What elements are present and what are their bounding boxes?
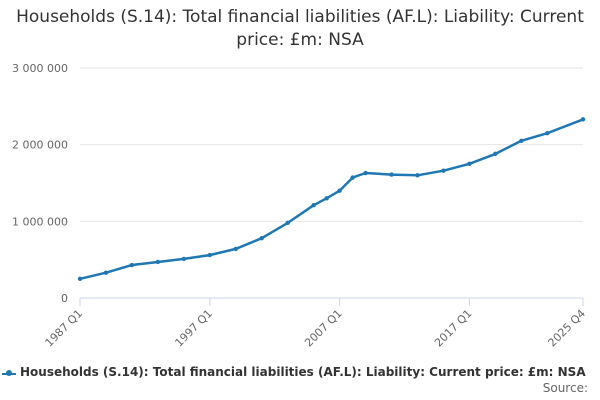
data-point [155, 259, 161, 265]
series-group [77, 117, 586, 282]
data-point [77, 276, 83, 282]
y-tick-label: 1 000 000 [12, 215, 68, 228]
data-point [441, 168, 446, 173]
y-tick-label: 0 [61, 292, 68, 305]
legend-label: Households (S.14): Total financial liabi… [20, 365, 586, 379]
data-point [233, 246, 238, 252]
x-tick-label: 2007 Q1 [302, 307, 345, 350]
data-point [285, 220, 290, 226]
data-point [350, 175, 355, 180]
data-point [103, 270, 109, 275]
x-tick-label: 2017 Q1 [432, 307, 475, 350]
x-tick-label: 2025 Q4 [546, 307, 589, 350]
series-line [78, 118, 585, 281]
data-point [337, 188, 342, 193]
legend[interactable]: Households (S.14): Total financial liabi… [0, 364, 600, 384]
data-point [181, 256, 187, 262]
data-point [415, 173, 420, 178]
legend-dot-marker [6, 370, 12, 376]
data-point [363, 170, 368, 176]
data-point [259, 236, 264, 241]
data-point [519, 138, 524, 144]
x-tick-label: 1987 Q1 [43, 307, 86, 350]
data-point [129, 262, 135, 268]
y-tick-label: 3 000 000 [12, 62, 68, 75]
chart-title: Households (S.14): Total financial liabi… [16, 7, 584, 50]
data-point [324, 196, 329, 201]
data-point [467, 161, 472, 167]
data-point [545, 130, 550, 136]
data-point [493, 151, 498, 157]
data-point [389, 172, 394, 177]
source-label: Source: [542, 381, 588, 395]
x-axis: 1987 Q1 1997 Q1 2007 Q1 2017 Q1 2025 Q4 [43, 297, 589, 350]
data-point [311, 203, 316, 208]
y-tick-label: 2 000 000 [12, 139, 68, 152]
x-tick-label: 1997 Q1 [172, 307, 215, 350]
data-point [207, 252, 213, 258]
data-point [580, 117, 586, 122]
y-axis-ticks: 0 1 000 000 2 000 000 3 000 000 [12, 62, 68, 305]
